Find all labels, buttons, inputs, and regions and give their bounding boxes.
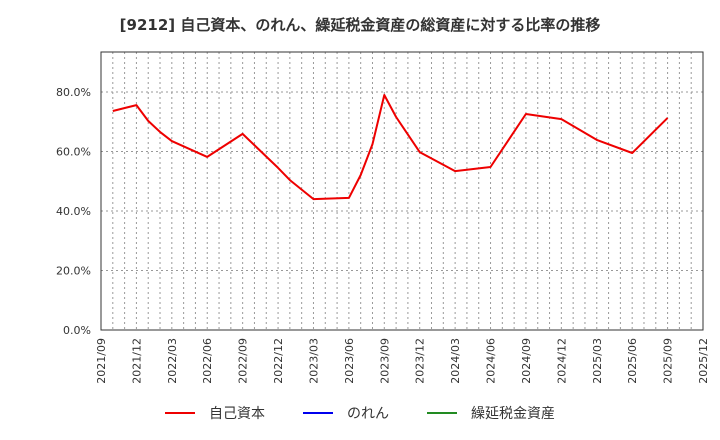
x-tick-label: 2024/03 xyxy=(449,338,462,384)
x-tick-label: 2023/03 xyxy=(307,338,320,384)
x-tick-label: 2024/09 xyxy=(520,338,533,384)
x-tick-label: 2025/09 xyxy=(662,338,675,384)
legend: 自己資本 のれん 繰延税金資産 xyxy=(0,403,720,423)
legend-swatch-blue xyxy=(303,412,333,414)
legend-item-equity: 自己資本 xyxy=(165,403,265,423)
x-tick-label: 2025/12 xyxy=(697,338,710,384)
y-tick-label: 80.0% xyxy=(56,86,91,99)
y-tick-label: 60.0% xyxy=(56,146,91,159)
legend-swatch-red xyxy=(165,412,195,414)
legend-label: 繰延税金資産 xyxy=(471,406,555,422)
gridlines xyxy=(101,52,703,330)
x-tick-label: 2022/12 xyxy=(272,338,285,384)
chart-title: [9212] 自己資本、のれん、繰延税金資産の総資産に対する比率の推移 xyxy=(119,16,601,34)
x-tick-label: 2024/06 xyxy=(485,338,498,384)
x-tick-label: 2023/12 xyxy=(414,338,427,384)
x-tick-label: 2022/06 xyxy=(201,338,214,384)
legend-label: 自己資本 xyxy=(209,406,265,422)
plot-frame xyxy=(100,51,704,331)
legend-item-goodwill: のれん xyxy=(303,403,389,423)
y-tick-label: 0.0% xyxy=(63,324,91,337)
legend-label: のれん xyxy=(347,406,389,422)
legend-swatch-green xyxy=(427,412,457,414)
x-tick-label: 2023/09 xyxy=(378,338,391,384)
x-tick-label: 2025/03 xyxy=(591,338,604,384)
series-line xyxy=(112,94,669,201)
x-axis: 2021/09 2021/12 2022/03 2022/06 2022/09 2022/… xyxy=(95,338,710,384)
x-tick-label: 2021/12 xyxy=(130,338,143,384)
y-axis: 0.0% 20.0% 40.0% 60.0% 80.0% xyxy=(56,86,91,337)
y-tick-label: 20.0% xyxy=(56,265,91,278)
y-tick-label: 40.0% xyxy=(56,205,91,218)
x-tick-label: 2024/12 xyxy=(555,338,568,384)
x-tick-label: 2025/06 xyxy=(626,338,639,384)
legend-item-deferred-tax: 繰延税金資産 xyxy=(427,403,555,423)
x-tick-label: 2022/09 xyxy=(237,338,250,384)
data-series xyxy=(112,94,669,201)
x-tick-label: 2021/09 xyxy=(95,338,108,384)
x-tick-label: 2023/06 xyxy=(343,338,356,384)
x-tick-label: 2022/03 xyxy=(166,338,179,384)
